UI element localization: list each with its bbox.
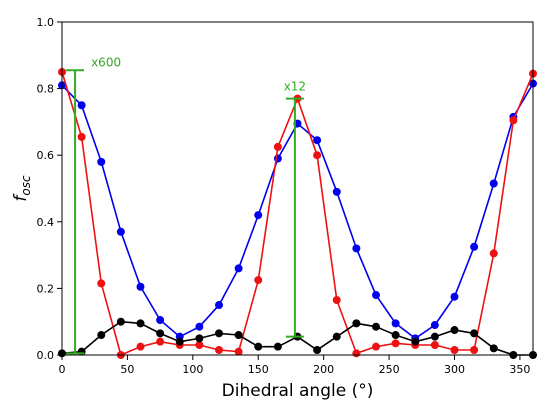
scale-label-x600: x600: [91, 55, 121, 69]
y-tick-label: 0.8: [37, 83, 55, 96]
y-tick-label: 1.0: [37, 16, 55, 29]
series-3-point: [273, 342, 282, 351]
series-3-point: [470, 329, 479, 338]
series-2-point: [97, 279, 106, 288]
series-3-point: [97, 331, 106, 340]
series-2-point: [509, 116, 518, 125]
series-1-point: [195, 322, 204, 331]
series-3-point: [195, 334, 204, 343]
x-tick-label: 150: [248, 363, 269, 376]
series-1-point: [136, 282, 145, 291]
series-1-point: [391, 319, 400, 328]
plot-frame: [61, 21, 534, 356]
series-2-point: [195, 341, 204, 350]
series-3-point: [489, 344, 498, 353]
series-1-point: [234, 264, 243, 273]
series-2-point: [273, 142, 282, 151]
ticks-layer: 0 50 100 150 200 250 300 350 0.0 0.2 0.4 0.6 0.8 1.0: [37, 16, 531, 376]
annotation-layer: x600 x12: [66, 55, 306, 355]
series-3-point: [234, 331, 243, 340]
series-2-point: [352, 349, 361, 358]
series-1-point: [77, 101, 86, 110]
y-axis-label: fosc: [11, 175, 33, 202]
series-3-point: [372, 322, 380, 331]
series-1-point: [352, 244, 361, 253]
x-tick-label: 350: [509, 363, 530, 376]
series-2-point: [136, 342, 145, 351]
series-3-point: [411, 337, 420, 346]
scale-label-x12: x12: [284, 80, 306, 94]
series-2-point: [450, 346, 459, 355]
x-axis-label: Dihedral angle (°): [222, 381, 374, 401]
series-3-point: [136, 319, 145, 328]
x-tick-label: 100: [182, 363, 203, 376]
x-tick-label: 50: [120, 363, 134, 376]
series-3-point: [430, 332, 439, 341]
series-line-2: [61, 71, 534, 357]
series-2-point: [77, 132, 86, 141]
series-1-point: [156, 316, 165, 325]
series-2-point: [254, 276, 263, 285]
series-2-point: [156, 337, 165, 346]
series-3-point: [215, 329, 223, 338]
series-3-point: [77, 347, 86, 356]
series-3-point: [391, 331, 400, 340]
series-2-point: [332, 296, 341, 305]
series-3-point: [332, 332, 341, 341]
series-1-point: [332, 187, 341, 196]
series-3-point: [175, 337, 184, 346]
series-1-point: [254, 211, 263, 220]
series-2-point: [470, 346, 479, 355]
series-layer: [58, 67, 537, 359]
series-3-point: [352, 319, 361, 328]
series-1-point: [489, 179, 498, 188]
series-2-point: [489, 249, 498, 258]
series-1-point: [116, 227, 125, 236]
y-tick-label: 0.2: [37, 282, 55, 295]
series-3-point: [450, 326, 459, 335]
series-1-point: [313, 136, 322, 145]
y-tick-label: 0.6: [37, 149, 55, 162]
series-1-point: [215, 301, 223, 310]
series-1-point: [97, 157, 106, 166]
series-2-point: [215, 346, 223, 355]
series-2-point: [391, 339, 400, 348]
y-tick-label: 0.0: [37, 349, 55, 362]
series-3-point: [156, 329, 165, 338]
x-tick-label: 250: [379, 363, 400, 376]
x-tick-label: 300: [444, 363, 465, 376]
series-1-point: [430, 321, 439, 330]
y-axis-label-main: f: [11, 193, 31, 202]
series-1-point: [470, 242, 479, 251]
series-2-point: [313, 151, 322, 160]
y-tick-label: 0.4: [37, 216, 55, 229]
series-3-point: [313, 346, 322, 355]
series-3-point: [254, 342, 263, 351]
x-tick-label: 0: [59, 363, 66, 376]
series-1-point: [372, 291, 380, 300]
series-2-point: [234, 347, 243, 356]
series-2-point: [372, 342, 380, 351]
series-3-point: [116, 317, 125, 326]
series-2-point: [430, 341, 439, 350]
x-tick-label: 200: [313, 363, 334, 376]
y-axis-label-subscript: osc: [19, 175, 33, 196]
series-1-point: [450, 292, 459, 301]
